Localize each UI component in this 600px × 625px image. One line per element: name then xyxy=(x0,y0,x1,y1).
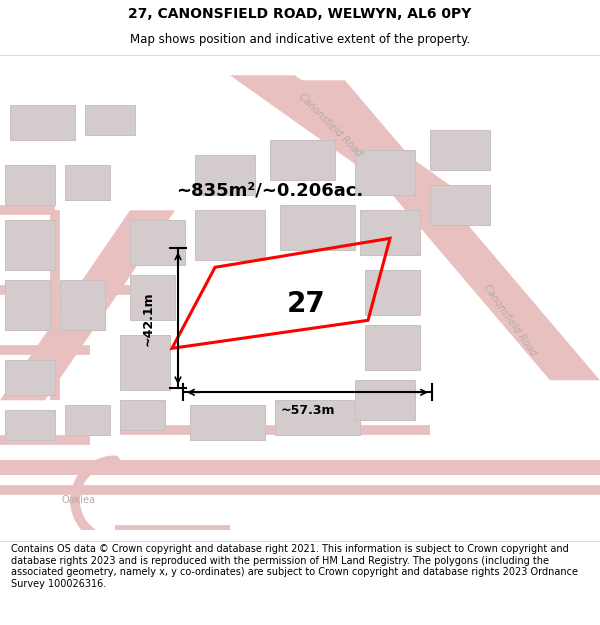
Polygon shape xyxy=(355,150,415,195)
Text: Contains OS data © Crown copyright and database right 2021. This information is : Contains OS data © Crown copyright and d… xyxy=(11,544,578,589)
Polygon shape xyxy=(0,210,175,400)
Polygon shape xyxy=(5,165,55,205)
Text: ~57.3m: ~57.3m xyxy=(280,404,335,417)
Text: ~835m²/~0.206ac.: ~835m²/~0.206ac. xyxy=(176,181,364,199)
Polygon shape xyxy=(5,360,55,396)
Polygon shape xyxy=(275,400,360,435)
Polygon shape xyxy=(0,460,600,475)
Text: Oaklea: Oaklea xyxy=(61,495,95,505)
Polygon shape xyxy=(430,130,490,170)
Polygon shape xyxy=(360,210,420,255)
Polygon shape xyxy=(430,185,490,225)
Text: Canonsfield Road: Canonsfield Road xyxy=(296,92,364,159)
Text: ~42.1m: ~42.1m xyxy=(142,291,155,346)
Text: 27: 27 xyxy=(287,289,326,318)
Polygon shape xyxy=(280,205,355,250)
Polygon shape xyxy=(65,405,110,435)
Polygon shape xyxy=(295,80,600,380)
Text: Canonsfield Road: Canonsfield Road xyxy=(481,282,539,358)
Polygon shape xyxy=(130,275,175,320)
Polygon shape xyxy=(230,75,450,185)
Polygon shape xyxy=(130,220,185,265)
Polygon shape xyxy=(65,165,110,200)
Polygon shape xyxy=(120,400,165,430)
Polygon shape xyxy=(365,325,420,370)
Polygon shape xyxy=(85,105,135,135)
Polygon shape xyxy=(10,105,75,140)
Polygon shape xyxy=(60,280,105,330)
Text: Map shows position and indicative extent of the property.: Map shows position and indicative extent… xyxy=(130,33,470,46)
Polygon shape xyxy=(365,270,420,315)
Polygon shape xyxy=(5,410,55,440)
Polygon shape xyxy=(355,380,415,420)
Polygon shape xyxy=(195,155,255,195)
Polygon shape xyxy=(190,405,265,440)
Polygon shape xyxy=(120,335,170,390)
Polygon shape xyxy=(5,280,50,330)
Text: 27, CANONSFIELD ROAD, WELWYN, AL6 0PY: 27, CANONSFIELD ROAD, WELWYN, AL6 0PY xyxy=(128,7,472,21)
Polygon shape xyxy=(5,220,55,270)
Polygon shape xyxy=(270,140,335,180)
Polygon shape xyxy=(195,210,265,260)
